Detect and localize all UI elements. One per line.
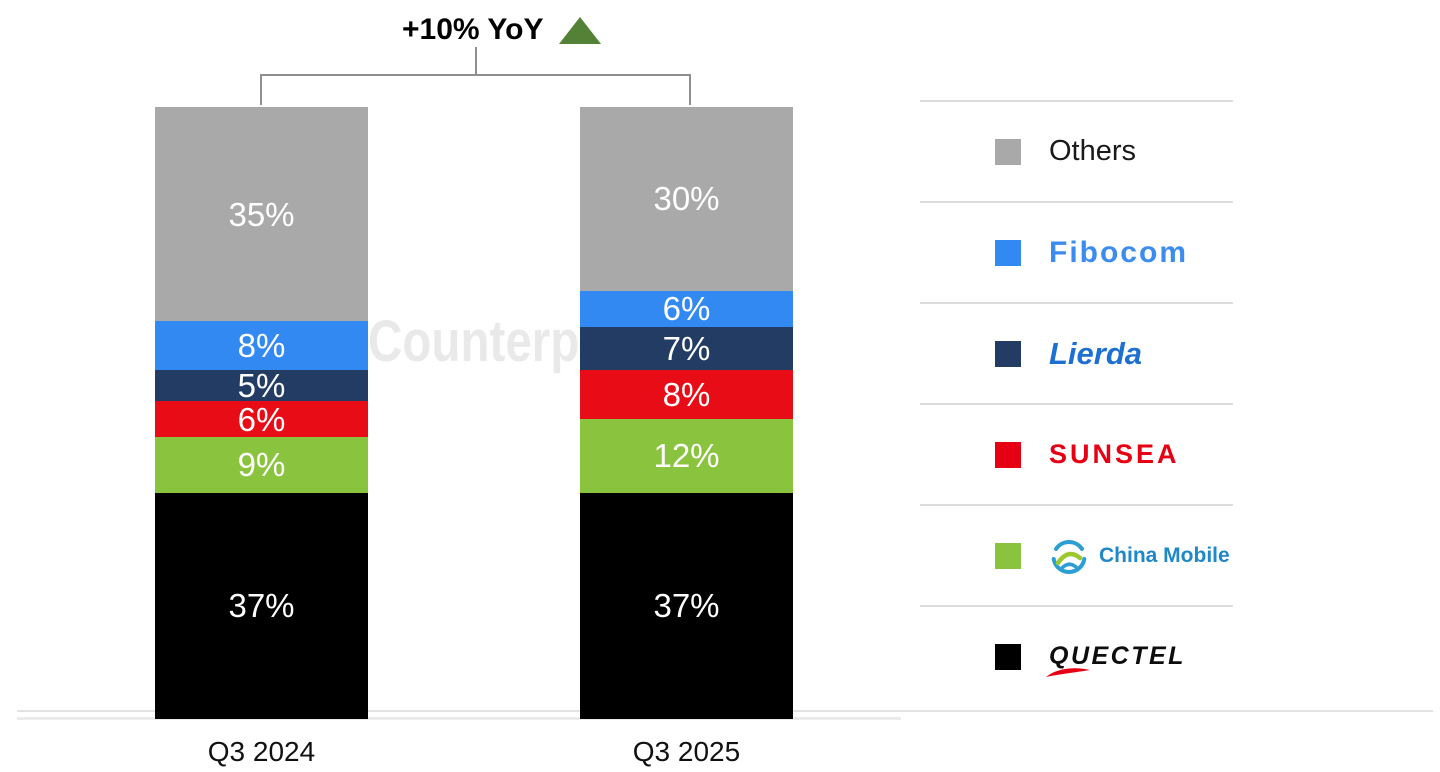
segment-value-label: 12%: [653, 437, 720, 475]
stacked-bar-q3-2024: 35% 8% 5% 6% 9% 37%: [155, 107, 368, 719]
bracket-horizontal-line: [260, 74, 691, 76]
segment-value-label: 5%: [237, 366, 286, 404]
china-mobile-swirl-icon: [1051, 539, 1087, 574]
legend-item-fibocom: Fibocom: [920, 201, 1233, 302]
legend-item-others: Others: [920, 100, 1233, 201]
sunsea-logo: SUNSEA: [1049, 439, 1180, 469]
bar-segment-others: 35%: [155, 107, 368, 322]
segment-value-label: 7%: [662, 330, 711, 368]
bar-segment-fibocom: 8%: [155, 321, 368, 371]
legend-item-lierda: Lierda: [920, 302, 1233, 403]
segment-value-label: 35%: [228, 195, 295, 233]
bracket-left-drop-line: [260, 74, 262, 105]
bar-segment-sunsea: 6%: [155, 400, 368, 438]
lierda-logo: Lierda: [1049, 335, 1143, 371]
bar-segment-quectel: 37%: [580, 492, 793, 719]
fibocom-color-swatch: [995, 239, 1021, 266]
fibocom-logo: Fibocom: [1049, 235, 1188, 269]
segment-value-label: 37%: [653, 587, 720, 625]
others-color-swatch: [995, 138, 1021, 165]
x-axis-label-q3-2025: Q3 2025: [632, 736, 741, 767]
legend-item-sunsea: SUNSEA: [920, 403, 1233, 504]
quectel-logo: QUECTEL: [1046, 642, 1186, 677]
bar-segment-lierda: 5%: [155, 366, 368, 404]
segment-value-label: 8%: [662, 376, 711, 414]
bracket-right-drop-line: [689, 74, 691, 105]
quectel-color-swatch: [995, 643, 1021, 670]
axis-baseline-shadow: [17, 717, 901, 720]
segment-value-label: 6%: [662, 290, 711, 328]
segment-value-label: 9%: [237, 446, 286, 484]
legend-item-china-mobile: China Mobile: [920, 504, 1233, 605]
bar-segment-fibocom: 6%: [580, 290, 793, 328]
segment-value-label: 30%: [653, 180, 720, 218]
x-axis-label-q3-2024: Q3 2024: [207, 736, 316, 767]
china-mobile-color-swatch: [995, 542, 1021, 569]
bar-segment-lierda: 7%: [580, 327, 793, 371]
legend: Others Fibocom Lierda SUNSEA: [920, 100, 1233, 706]
bracket-stem-line: [475, 47, 477, 75]
quectel-label: QUECTEL: [1049, 642, 1186, 670]
segment-value-label: 6%: [237, 400, 286, 438]
bar-segment-others: 30%: [580, 107, 793, 291]
bar-segment-sunsea: 8%: [580, 370, 793, 420]
china-mobile-logo: China Mobile: [1049, 536, 1230, 576]
chart-title-row: +10% YoY: [402, 13, 602, 47]
segment-value-label: 37%: [228, 587, 295, 625]
chart-title: +10% YoY: [402, 13, 544, 46]
bar-segment-china-mobile: 9%: [155, 437, 368, 493]
lierda-color-swatch: [995, 340, 1021, 367]
sunsea-color-swatch: [995, 441, 1021, 468]
legend-item-quectel: QUECTEL: [920, 605, 1233, 706]
bar-segment-quectel: 37%: [155, 492, 368, 719]
bar-segment-china-mobile: 12%: [580, 419, 793, 493]
quectel-red-swoosh-icon: [1046, 668, 1090, 677]
china-mobile-label: China Mobile: [1099, 543, 1230, 567]
stacked-bar-q3-2025: 30% 6% 7% 8% 12% 37%: [580, 107, 793, 719]
growth-up-triangle-icon: [559, 16, 602, 44]
segment-value-label: 8%: [237, 327, 286, 365]
others-label: Others: [1049, 135, 1137, 167]
